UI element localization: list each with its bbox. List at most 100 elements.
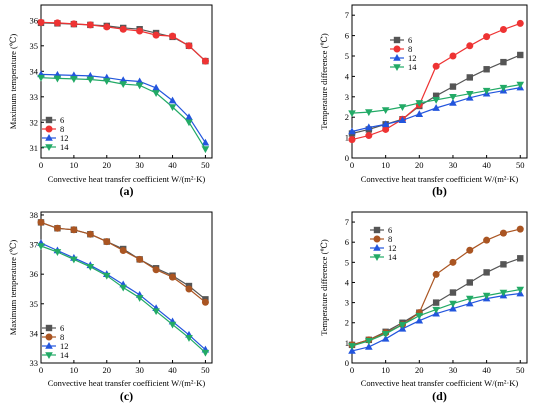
y-tick-label: 1: [345, 338, 349, 348]
x-axis-label: Convective heat transfer coefficient W/(…: [361, 174, 519, 184]
x-tick-label: 30: [449, 160, 458, 170]
y-tick-label: 33: [30, 92, 39, 102]
y-tick-label: 33: [30, 358, 39, 368]
legend-label: 12: [60, 341, 69, 351]
data-point: [53, 19, 61, 27]
data-point: [152, 83, 160, 91]
data-point: [70, 226, 78, 234]
legend-marker: [373, 226, 381, 234]
y-tick-label: 4: [345, 277, 350, 287]
data-point: [517, 51, 524, 59]
data-point: [465, 299, 474, 307]
data-point: [432, 270, 440, 278]
series-8: [37, 218, 209, 306]
data-point: [483, 236, 491, 244]
y-tick-label: 5: [345, 257, 349, 267]
y-tick-label: 0: [345, 153, 349, 163]
legend-label: 14: [408, 62, 417, 72]
data-point: [152, 31, 160, 39]
data-point: [432, 104, 440, 111]
y-tick-label: 34: [30, 66, 39, 76]
legend-label: 14: [60, 350, 69, 360]
x-tick-label: 20: [103, 160, 112, 170]
data-point: [466, 246, 474, 254]
data-point: [103, 23, 111, 31]
y-tick-label: 4: [345, 71, 350, 81]
data-point: [201, 146, 210, 154]
y-tick-label: 2: [345, 112, 349, 122]
legend-label: 8: [60, 124, 64, 134]
legend-marker: [393, 64, 401, 71]
data-point: [499, 289, 508, 297]
x-axis-label: Convective heat transfer coefficient W/(…: [48, 174, 206, 184]
x-tick-label: 20: [103, 365, 112, 375]
x-axis-label: Convective heat transfer coefficient W/(…: [361, 378, 519, 388]
data-point: [169, 32, 177, 40]
chart-panel-1: 0 10 20 30 40 50 31 32 33 34 35 36 Convective heat t…: [8, 4, 213, 198]
x-tick-label: 20: [415, 365, 424, 375]
legend-marker: [45, 134, 53, 141]
legend-marker: [45, 116, 53, 124]
legend-marker: [393, 54, 401, 61]
y-tick-label: 5: [345, 51, 349, 61]
y-tick-label: 0: [345, 358, 349, 368]
data-point: [86, 230, 94, 238]
data-point: [102, 272, 111, 280]
data-point: [483, 269, 490, 276]
panel-label: (c): [120, 389, 133, 403]
data-point: [415, 312, 424, 320]
panel-label: (b): [432, 184, 447, 198]
y-tick-label: 6: [345, 31, 349, 41]
data-point: [185, 113, 193, 120]
legend-marker: [373, 244, 381, 251]
data-point: [136, 255, 144, 263]
data-point: [499, 25, 507, 33]
y-axis-label: Temperature difference (℃): [319, 239, 329, 336]
data-point: [465, 90, 474, 98]
chart-panel-3: 0 10 20 30 40 50 33 34 35 36 37 38 Convective heat t…: [8, 210, 213, 403]
data-point: [432, 92, 440, 99]
data-point: [415, 110, 424, 117]
x-tick-label: 50: [516, 160, 525, 170]
data-point: [432, 306, 440, 314]
y-axis-label: Temperature difference (℃): [319, 33, 329, 130]
series-14: [348, 81, 525, 118]
data-point: [466, 42, 474, 50]
x-tick-label: 40: [168, 365, 177, 375]
series-8: [348, 225, 524, 349]
y-tick-label: 6: [345, 237, 349, 247]
data-point: [449, 289, 457, 296]
x-tick-label: 30: [135, 160, 144, 170]
x-tick-label: 40: [168, 160, 177, 170]
plot-frame: [351, 4, 528, 159]
data-point: [398, 116, 407, 124]
data-point: [449, 300, 457, 308]
data-point: [348, 110, 356, 118]
data-point: [136, 27, 144, 35]
data-point: [53, 224, 61, 232]
data-point: [365, 132, 373, 140]
data-point: [185, 285, 193, 293]
x-tick-label: 50: [201, 365, 210, 375]
data-point: [119, 81, 128, 89]
data-point: [449, 94, 457, 101]
data-point: [168, 104, 177, 111]
data-point: [86, 263, 95, 271]
legend-label: 6: [408, 35, 412, 45]
data-point: [168, 96, 177, 104]
x-tick-label: 30: [449, 365, 458, 375]
data-point: [432, 97, 440, 104]
data-point: [432, 299, 440, 306]
legend-label: 12: [408, 53, 417, 63]
y-axis-label: Maximum temperature (℃): [8, 240, 18, 336]
legend-marker: [45, 352, 53, 359]
y-tick-label: 34: [30, 328, 39, 338]
data-point: [37, 218, 45, 226]
data-point: [348, 343, 356, 350]
legend-label: 8: [388, 234, 392, 244]
data-point: [86, 76, 95, 84]
legend-marker: [45, 144, 53, 151]
data-point: [465, 295, 474, 303]
